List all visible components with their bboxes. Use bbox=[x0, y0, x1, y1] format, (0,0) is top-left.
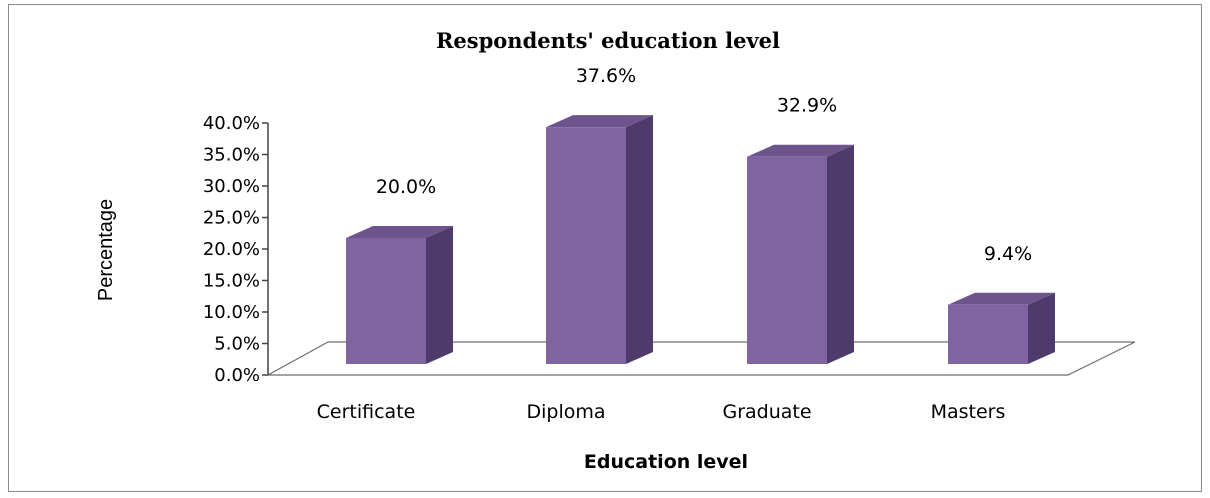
category-label: Certificate bbox=[317, 401, 416, 423]
floor-plane bbox=[267, 341, 1136, 376]
category-labels: Certificate Diploma Graduate Masters bbox=[317, 401, 1006, 423]
y-tick-label: 10.0% bbox=[203, 302, 260, 323]
y-axis-label: Percentage bbox=[95, 199, 117, 301]
data-label: 20.0% bbox=[376, 176, 436, 198]
data-labels: 20.0% 37.6% 32.9% 9.4% bbox=[376, 65, 1032, 265]
category-label: Graduate bbox=[722, 401, 811, 423]
bar-top bbox=[948, 292, 1055, 305]
y-axis bbox=[262, 122, 269, 376]
data-label: 32.9% bbox=[777, 95, 837, 117]
y-tick-label: 25.0% bbox=[203, 208, 260, 229]
x-axis-label: Education level bbox=[584, 451, 748, 473]
bar-front bbox=[346, 238, 426, 364]
y-tick-label: 35.0% bbox=[203, 145, 260, 166]
data-label: 9.4% bbox=[984, 243, 1032, 265]
chart-floor bbox=[267, 341, 1136, 376]
bars bbox=[346, 115, 1055, 365]
category-label: Masters bbox=[931, 401, 1006, 423]
bar-top bbox=[747, 144, 854, 157]
chart-title: Respondents' education level bbox=[436, 28, 780, 53]
y-tick-label: 0.0% bbox=[214, 365, 260, 386]
data-label: 37.6% bbox=[576, 65, 636, 87]
category-label: Diploma bbox=[526, 401, 605, 423]
bar-masters bbox=[948, 292, 1055, 364]
bar-top bbox=[346, 226, 453, 238]
y-tick-label: 20.0% bbox=[203, 239, 260, 260]
y-tick-label: 15.0% bbox=[203, 271, 260, 292]
bar-graduate bbox=[747, 144, 854, 364]
y-tick-label: 5.0% bbox=[214, 334, 260, 355]
bar-top bbox=[546, 115, 653, 128]
bar-side bbox=[426, 226, 453, 364]
bar-front bbox=[747, 156, 827, 364]
bar-certificate bbox=[346, 226, 453, 364]
bar-side bbox=[1028, 292, 1055, 364]
bar-side bbox=[827, 144, 854, 364]
bar-front bbox=[546, 127, 626, 365]
y-tick-labels: 0.0% 5.0% 10.0% 15.0% 20.0% 25.0% 30.0% 35.0% 40… bbox=[203, 113, 260, 386]
bar-diploma bbox=[546, 115, 653, 365]
y-tick-label: 30.0% bbox=[203, 176, 260, 197]
y-tick-label: 40.0% bbox=[203, 113, 260, 134]
bar-side bbox=[626, 115, 653, 365]
bar-front bbox=[948, 304, 1028, 364]
